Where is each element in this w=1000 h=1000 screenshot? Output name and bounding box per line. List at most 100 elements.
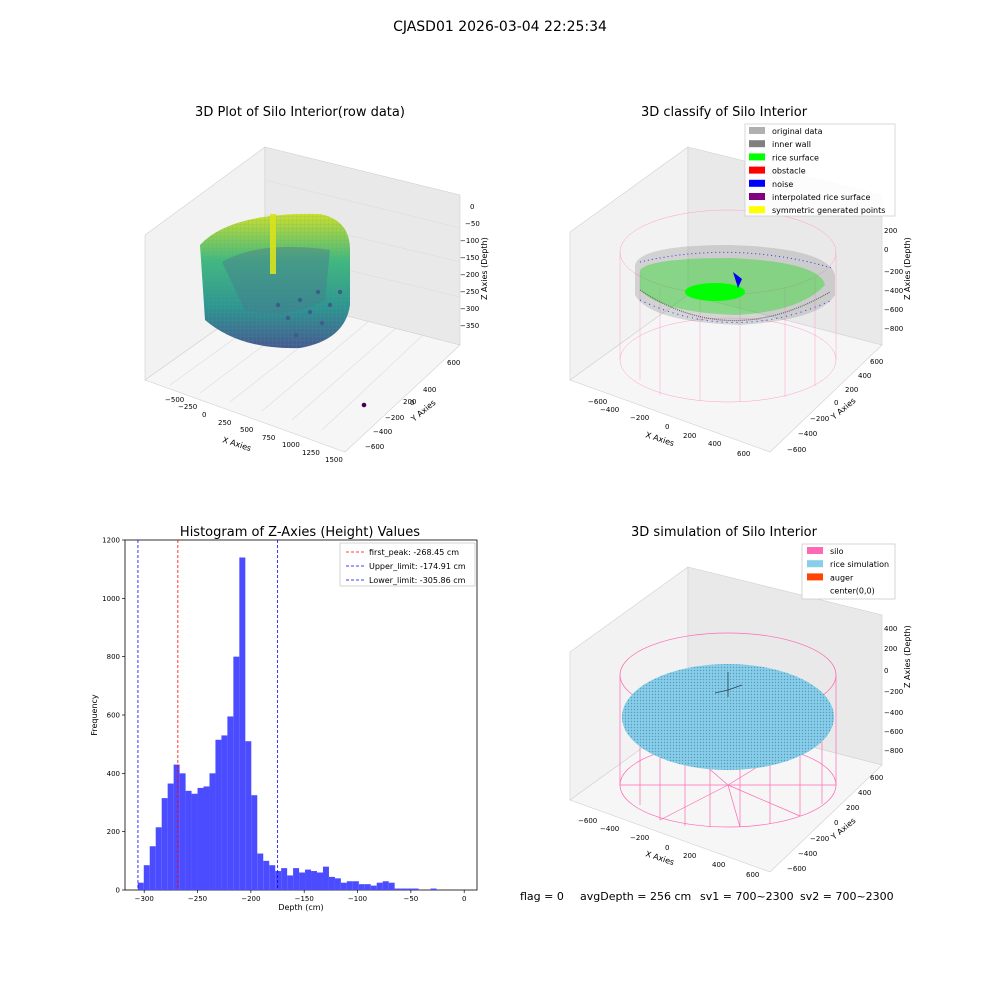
hist-bar (233, 656, 240, 890)
sim-legend-label: center(0,0) (830, 587, 875, 596)
hist-bar (203, 786, 210, 890)
sim-ztick: −400 (884, 709, 903, 717)
classify-x-ticks: −600 −400 −200 0 200 400 600 (588, 398, 750, 458)
classify-legend-label: obstacle (772, 167, 806, 176)
footer-sv2: sv2 = 700~2300 (800, 890, 894, 903)
footer-flag: flag = 0 (520, 890, 564, 903)
sim-ztick: 200 (884, 645, 897, 653)
classify-legend-label: noise (772, 180, 793, 189)
raw-xtick: 1000 (282, 441, 300, 449)
panel-simulation-3d: 3D simulation of Silo Interior silo rice … (569, 525, 912, 879)
hist-bar (257, 853, 264, 890)
raw-x-ticks: −500 −250 0 250 500 750 1000 1250 1500 (165, 396, 343, 464)
hist-ytick-label: 200 (107, 828, 120, 836)
classify-ztick: −400 (884, 287, 903, 295)
hist-ytick-label: 1200 (102, 537, 120, 545)
classify-xtick: 0 (665, 423, 669, 431)
hist-bar (430, 888, 437, 890)
sim-ytick: 600 (870, 774, 883, 782)
classify-point-cloud (635, 245, 835, 325)
sim-ytick: 0 (834, 819, 838, 827)
hist-bar (376, 882, 383, 890)
classify-legend-swatch (749, 166, 765, 174)
hist-ytick-label: 0 (116, 887, 120, 895)
classify-legend-box (744, 123, 896, 217)
classify-legend-label: rice surface (772, 153, 819, 162)
hist-vlines (137, 540, 279, 890)
hist-bar (406, 888, 413, 890)
hist-bar (197, 787, 204, 890)
classify-xtick: 400 (708, 440, 721, 448)
sim-ytick: −400 (798, 850, 817, 858)
hist-bar (275, 871, 282, 890)
classify-legend-swatch (749, 140, 765, 148)
raw-ztick: −50 (465, 220, 480, 228)
raw-xlabel: X Axies (221, 435, 252, 453)
classify-ztick: 0 (884, 246, 888, 254)
hist-ytick-label: 600 (107, 712, 120, 720)
hist-bar (263, 860, 270, 890)
raw-ztick: 0 (470, 203, 474, 211)
raw-xtick: 1500 (325, 456, 343, 464)
classify-y-ticks: 600 400 200 0 −200 −400 −600 (787, 358, 883, 454)
classify-legend: original data inner wall rice surface obsta… (744, 123, 896, 217)
hist-bar (269, 865, 276, 890)
hist-bar (346, 881, 353, 890)
classify-ztick: 200 (884, 227, 897, 235)
raw-ytick: 200 (403, 398, 416, 406)
sim-legend-swatch (807, 573, 823, 581)
hist-bar (137, 882, 144, 890)
raw-ztick: −150 (460, 254, 479, 262)
raw-xtick: −500 (165, 396, 184, 404)
hist-bar (173, 764, 180, 890)
sim-zlabel: Z Axies (Depth) (903, 625, 912, 688)
hist-xtick-label: −250 (188, 895, 207, 903)
hist-bar (412, 888, 419, 890)
raw-ytick: 600 (447, 359, 460, 367)
hist-bars (137, 557, 437, 890)
sim-xtick: 400 (712, 861, 725, 869)
hist-bar (328, 876, 335, 890)
sim-legend-label: silo (830, 547, 844, 556)
raw-title: 3D Plot of Silo Interior(row data) (195, 105, 405, 120)
classify-legend-label: interpolated rice surface (772, 193, 870, 202)
classify-legend-swatch (749, 193, 765, 200)
hist-ytick-label: 400 (107, 770, 120, 778)
sim-legend-swatch (807, 560, 823, 568)
hist-bar (311, 871, 317, 890)
classify-xtick: −200 (630, 414, 649, 422)
hist-bar (227, 716, 234, 890)
footer-sv1: sv1 = 700~2300 (700, 890, 794, 903)
sim-title: 3D simulation of Silo Interior (631, 525, 818, 540)
hist-bar (305, 869, 312, 890)
raw-zlabel: Z Axies (Depth) (480, 237, 489, 300)
raw-ytick: 0 (410, 399, 414, 407)
hist-bar (251, 795, 258, 890)
classify-ytick: 400 (858, 372, 871, 380)
sim-xtick: 0 (665, 844, 669, 852)
hist-bar (334, 878, 341, 890)
raw-xtick: 250 (218, 419, 231, 427)
hist-bar (322, 866, 329, 890)
raw-ztick: −200 (460, 271, 479, 279)
classify-xtick: 600 (737, 450, 750, 458)
raw-ytick: −600 (365, 443, 384, 451)
hist-legend-label: Lower_limit: -305.86 cm (369, 576, 466, 585)
figure-suptitle: CJASD01 2026-03-04 22:25:34 (393, 19, 607, 35)
classify-ztick: −600 (884, 306, 903, 314)
sim-legend: silo rice simulation auger center(0,0) (801, 543, 896, 600)
status-footer: flag = 0 avgDepth = 256 cm sv1 = 700~230… (520, 890, 894, 903)
hist-xlabel: Depth (cm) (278, 903, 323, 912)
classify-ztick: −800 (884, 325, 903, 333)
raw-ytick: 400 (423, 386, 436, 394)
sim-legend-label: auger (830, 573, 854, 582)
hist-bar (215, 739, 222, 890)
classify-ytick: 200 (845, 386, 858, 394)
hist-bar (143, 865, 150, 890)
classify-ytick: 600 (870, 358, 883, 366)
hist-bar (167, 783, 174, 890)
classify-legend-label: symmetric generated points (772, 206, 885, 215)
hist-ytick-label: 800 (107, 653, 120, 661)
sim-xtick: −600 (578, 817, 597, 825)
hist-xtick-label: −200 (241, 895, 260, 903)
